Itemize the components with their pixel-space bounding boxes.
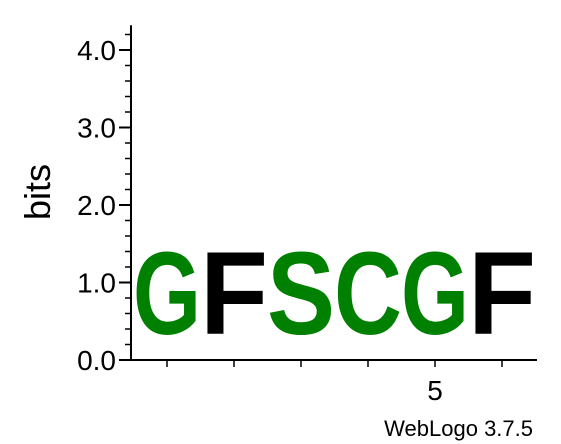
logo-letter-f: F [200,228,268,359]
logo-letter-c: C [334,228,402,359]
svg-text:S: S [267,228,335,359]
y-axis-label: bits [17,164,58,220]
svg-text:C: C [334,228,402,359]
svg-text:G: G [133,227,201,359]
y-tick-label: 3.0 [77,113,116,144]
y-tick-label: 4.0 [77,35,116,66]
logo-letter-f: F [468,228,536,359]
svg-text:F: F [468,228,536,359]
logo-letter-g: G [401,227,469,359]
logo-letter-s: S [267,228,335,359]
logo-letter-g: G [133,227,201,359]
y-tick-label: 1.0 [77,268,116,299]
y-tick-label: 2.0 [77,190,116,221]
x-tick-label: 5 [427,375,443,406]
svg-text:G: G [401,227,469,359]
y-tick-label: 0.0 [77,345,116,376]
weblogo-credit: WebLogo 3.7.5 [384,416,533,441]
svg-text:F: F [200,228,268,359]
x-axis: 5 [131,359,537,406]
y-axis: 0.0 1.0 2.0 3.0 4.0 [77,25,132,376]
